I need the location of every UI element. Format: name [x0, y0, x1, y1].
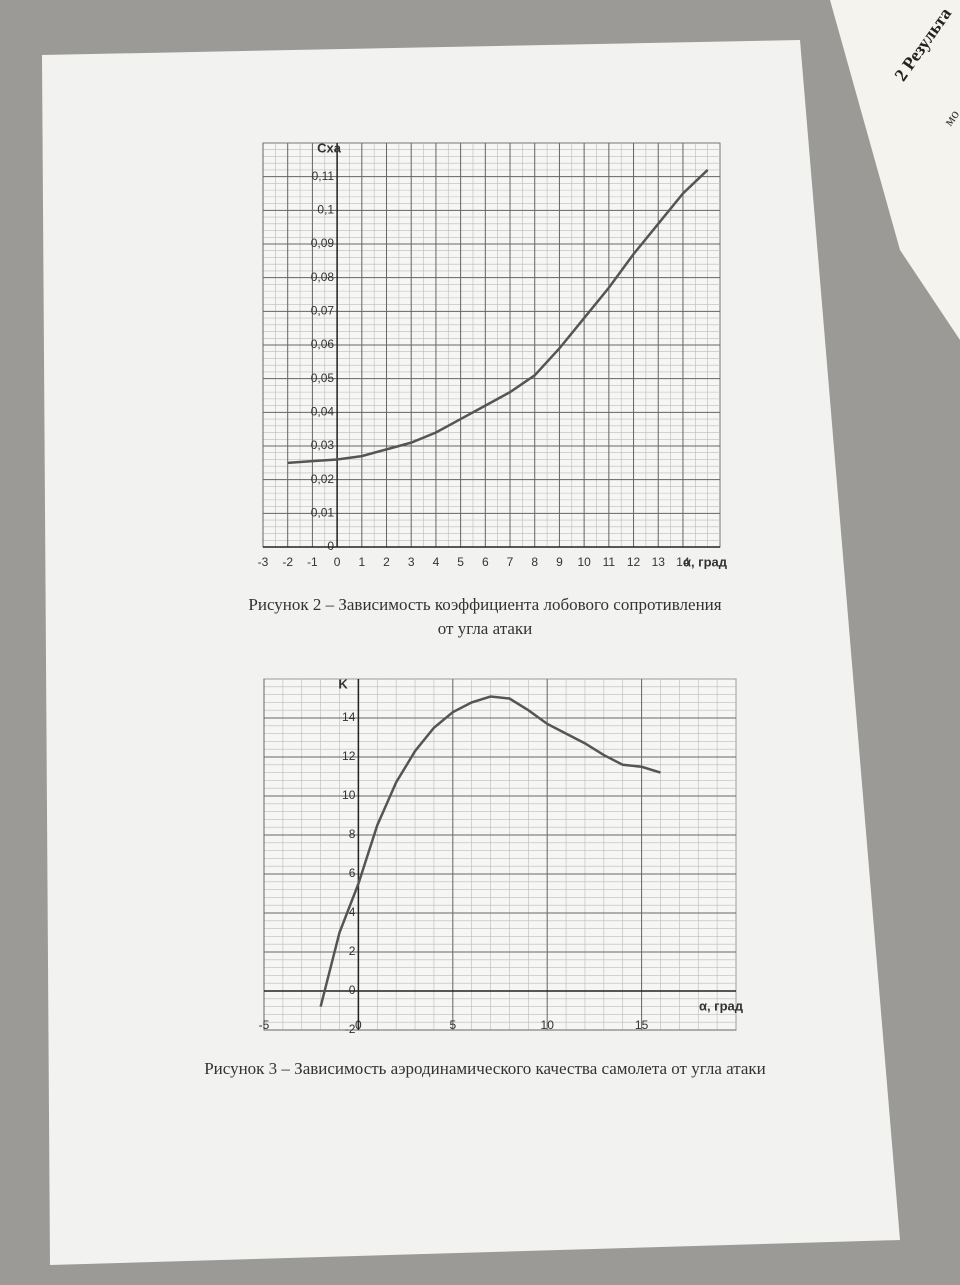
- y-tick-label: 0: [327, 539, 334, 553]
- x-tick-label: 1: [358, 555, 365, 569]
- y-tick-label: 0,11: [312, 169, 335, 183]
- y-tick-label: 4: [349, 905, 356, 919]
- side-page: [830, 0, 960, 340]
- curve: [319, 695, 661, 1007]
- x-tick-label: -1: [307, 555, 318, 569]
- x-axis-label: α, град: [699, 998, 744, 1013]
- y-tick-label: 0,03: [311, 438, 335, 452]
- x-tick-label: 10: [577, 555, 591, 569]
- y-tick-label: 6: [349, 866, 356, 880]
- x-tick-label: 2: [383, 555, 390, 569]
- y-tick-label: 14: [342, 710, 356, 724]
- x-tick-label: 5: [457, 555, 464, 569]
- x-tick-label: 13: [652, 555, 666, 569]
- y-tick-label: 0,1: [317, 203, 334, 217]
- caption: от угла атаки: [438, 619, 533, 638]
- x-tick-label: 3: [408, 555, 415, 569]
- y-axis-label: K: [338, 676, 348, 691]
- y-tick-label: 2: [349, 944, 356, 958]
- x-tick-label: 7: [507, 555, 514, 569]
- x-tick-label: 9: [556, 555, 563, 569]
- x-tick-label: 15: [635, 1018, 649, 1032]
- y-axis-label: Cxa: [317, 140, 342, 155]
- x-tick-label: 6: [482, 555, 489, 569]
- y-tick-label: 10: [342, 788, 356, 802]
- x-axis-label: α, град: [683, 554, 728, 569]
- caption: Рисунок 2 – Зависимость коэффициента лоб…: [248, 595, 721, 614]
- x-tick-label: -5: [259, 1018, 270, 1032]
- y-tick-label: 0,02: [311, 472, 335, 486]
- y-tick-label: 0: [349, 983, 356, 997]
- x-tick-label: -3: [258, 555, 269, 569]
- y-tick-label: -2: [345, 1022, 356, 1036]
- y-tick-label: 0,05: [311, 371, 335, 385]
- x-tick-label: 10: [541, 1018, 555, 1032]
- y-tick-label: 0,09: [311, 236, 335, 250]
- y-tick-label: 12: [342, 749, 356, 763]
- x-tick-label: 0: [334, 555, 341, 569]
- caption: Рисунок 3 – Зависимость аэродинамическог…: [204, 1059, 766, 1078]
- y-tick-label: 0,07: [311, 304, 335, 318]
- y-tick-label: 0,04: [311, 405, 335, 419]
- y-tick-label: 8: [349, 827, 356, 841]
- x-tick-label: 12: [627, 555, 641, 569]
- y-tick-label: 0,08: [311, 270, 335, 284]
- y-tick-label: 0,06: [311, 337, 335, 351]
- x-tick-label: 14: [676, 555, 690, 569]
- x-tick-label: -2: [282, 555, 293, 569]
- x-tick-label: 8: [531, 555, 538, 569]
- y-tick-label: 0,01: [311, 506, 335, 520]
- plot-area: [263, 678, 737, 1031]
- curve: [287, 169, 709, 465]
- x-tick-label: 11: [603, 555, 616, 569]
- x-tick-label: 4: [433, 555, 440, 569]
- side-text: мо: [942, 108, 960, 130]
- x-tick-label: 5: [449, 1018, 456, 1032]
